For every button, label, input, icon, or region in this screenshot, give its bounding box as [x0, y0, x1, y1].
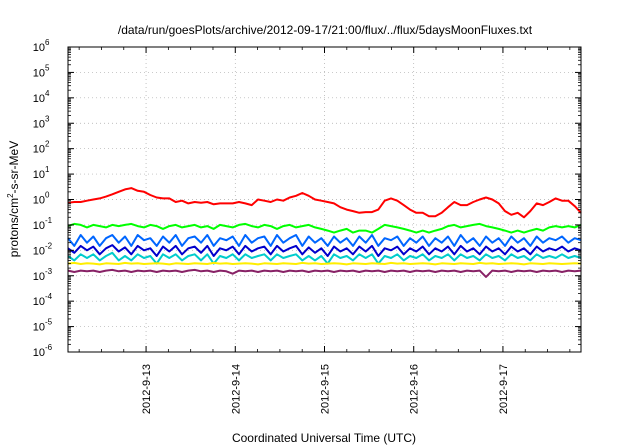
- x-tick-label: 2012-9-17: [498, 364, 510, 414]
- y-axis-title: protons/cm2-s-sr-MeV: [6, 141, 21, 257]
- grid-lines: [68, 47, 581, 352]
- y-tick-label: 105: [33, 63, 50, 79]
- y-tick-label: 10-5: [33, 318, 53, 334]
- x-tick-label: 2012-9-16: [409, 364, 421, 414]
- y-tick-label: 10-6: [33, 343, 53, 359]
- y-tick-label: 102: [33, 140, 50, 156]
- x-axis-ticks: 2012-9-13 2012-9-14 2012-9-15 2012-9-16 2012…: [78, 47, 571, 414]
- series-line-2: [67, 234, 582, 247]
- series-line-4: [67, 251, 582, 265]
- y-tick-label: 103: [33, 114, 50, 130]
- x-axis-title: Coordinated Universal Time (UTC): [232, 431, 416, 445]
- y-tick-label: 101: [33, 165, 50, 181]
- x-tick-label: 2012-9-13: [141, 364, 153, 414]
- y-axis-ticks: 10-6 10-5 10-4 10-3 10-2 10-1 100 101 102 103 104 1…: [33, 38, 581, 359]
- series-line-6: [67, 268, 582, 278]
- series-line-1: [67, 222, 582, 234]
- series-line-5: [67, 261, 582, 266]
- y-tick-label: 100: [33, 191, 50, 207]
- y-tick-label: 10-3: [33, 267, 53, 283]
- series-layer: [67, 187, 582, 278]
- x-tick-label: 2012-9-14: [230, 364, 242, 414]
- y-tick-label: 106: [33, 38, 50, 54]
- y-tick-label: 10-1: [33, 216, 53, 232]
- x-tick-label: 2012-9-15: [320, 364, 332, 414]
- y-tick-label: 104: [33, 89, 50, 105]
- series-line-3: [67, 244, 582, 257]
- y-tick-label: 10-4: [33, 292, 53, 308]
- y-tick-label: 10-2: [33, 241, 53, 257]
- chart-title: /data/run/goesPlots/archive/2012-09-17/2…: [118, 23, 533, 37]
- series-line-0: [67, 187, 582, 219]
